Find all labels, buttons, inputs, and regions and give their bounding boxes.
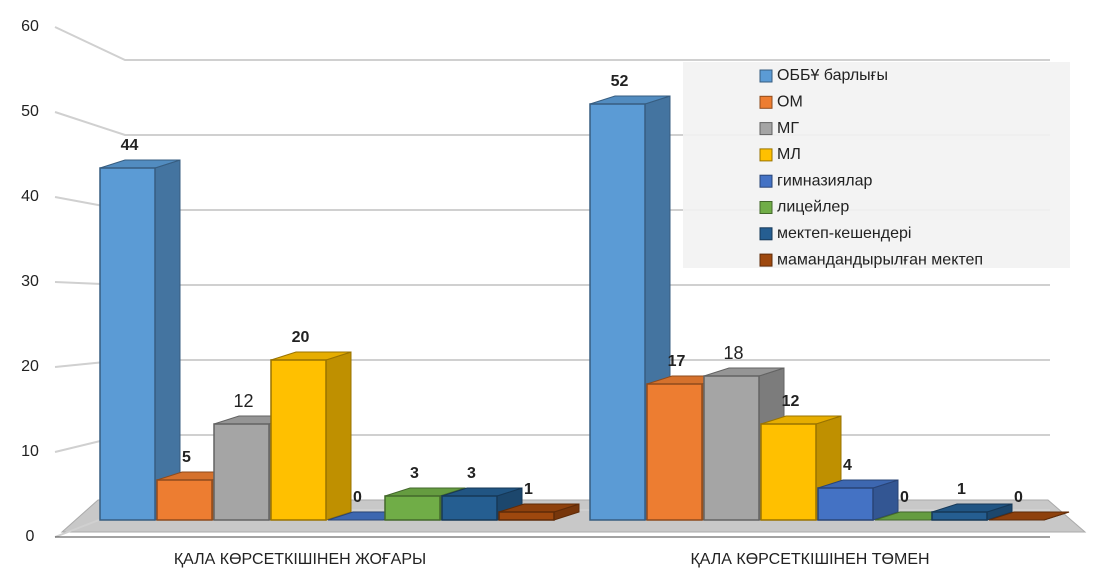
bar-front (99, 167, 156, 521)
bar-front (384, 495, 441, 521)
legend-swatch (759, 253, 773, 267)
value-label: 1 (524, 481, 533, 498)
bar (99, 159, 181, 521)
legend-label: ОМ (777, 94, 803, 111)
bar (931, 503, 1013, 521)
bar-front (441, 495, 498, 521)
y-tick-label: 20 (21, 358, 39, 375)
value-label: 52 (611, 73, 629, 90)
legend-label: ОББҰ барлығы (777, 67, 888, 84)
value-label: 3 (410, 465, 419, 482)
legend-swatch (759, 148, 773, 162)
grid-line (54, 281, 1050, 286)
legend-swatch (759, 69, 773, 83)
bar-front (703, 375, 760, 521)
value-label: 0 (353, 489, 362, 506)
bar (498, 503, 580, 521)
bar-front (589, 103, 646, 521)
bar-front (498, 511, 555, 521)
legend-label: гимназиялар (777, 172, 873, 189)
bar-front (270, 359, 327, 521)
value-label: 1 (957, 481, 966, 498)
legend-box (683, 62, 1070, 268)
value-label: 5 (182, 449, 191, 466)
y-tick-label: 0 (26, 528, 35, 545)
bar-front (931, 511, 988, 521)
bar-side (154, 159, 181, 521)
bar-front (646, 383, 703, 521)
value-label: 20 (292, 329, 310, 346)
grid-line (54, 359, 1050, 368)
y-tick-label: 10 (21, 443, 39, 460)
bar (817, 479, 899, 521)
value-label: 17 (668, 353, 686, 370)
bar-front (156, 479, 213, 521)
legend-label: МГ (777, 120, 799, 137)
x-tick-label: ҚАЛА КӨРСЕТКІШІНЕН ТӨМЕН (690, 551, 929, 568)
value-label: 12 (233, 391, 253, 411)
legend-label: МЛ (777, 146, 801, 163)
bar-front (760, 423, 817, 521)
legend-label: мамандандырылған мектеп (777, 251, 983, 268)
bar-top (988, 511, 1070, 521)
bar (270, 351, 352, 521)
y-tick-label: 40 (21, 188, 39, 205)
legend-swatch (759, 227, 773, 241)
value-label: 0 (1014, 489, 1023, 506)
y-tick-label: 60 (21, 18, 39, 35)
grid-line (54, 26, 1050, 61)
y-tick-label: 50 (21, 103, 39, 120)
legend-swatch (759, 95, 773, 109)
y-tick-label: 30 (21, 273, 39, 290)
value-label: 4 (843, 457, 852, 474)
value-label: 0 (900, 489, 909, 506)
bar-side (325, 351, 352, 521)
legend-label: мектеп-кешендері (777, 225, 911, 242)
x-tick-label: ҚАЛА КӨРСЕТКІШІНЕН ЖОҒАРЫ (174, 551, 426, 568)
bar-front (213, 423, 270, 521)
grid-line (54, 434, 1050, 453)
legend-swatch (759, 122, 773, 136)
value-label: 12 (782, 393, 800, 410)
legend-swatch (759, 174, 773, 188)
legend-swatch (759, 201, 773, 214)
bar (988, 511, 1070, 521)
value-label: 3 (467, 465, 476, 482)
legend-label: лицейлер (777, 199, 849, 216)
value-label: 18 (723, 343, 743, 363)
value-label: 44 (121, 137, 139, 154)
bar-front (817, 487, 874, 521)
